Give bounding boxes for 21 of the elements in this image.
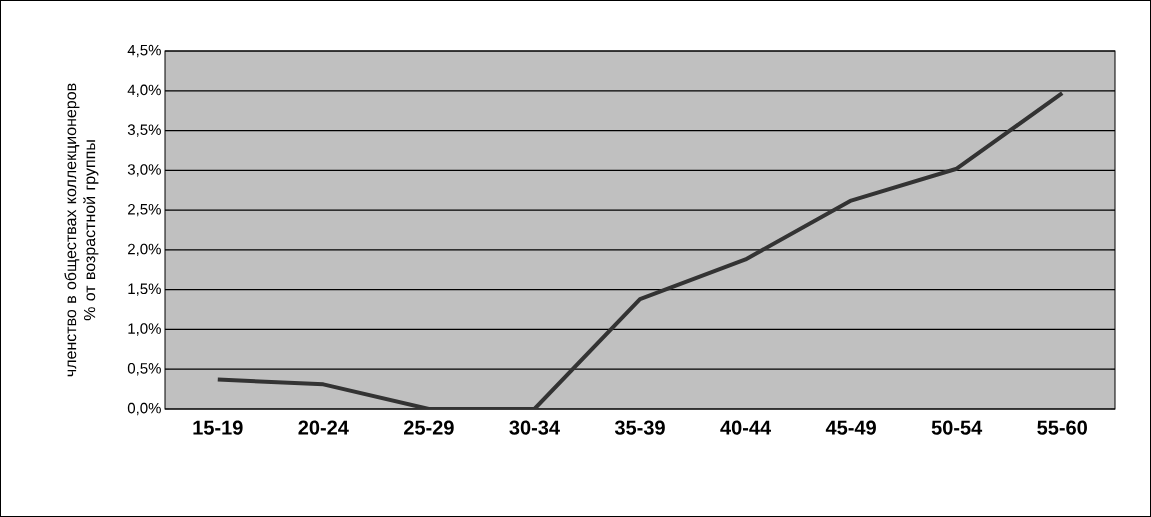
x-tick-label: 35-39 bbox=[614, 420, 665, 435]
y-axis-title: членство в обществах коллекционеров % от возрастной группы bbox=[64, 83, 99, 377]
x-tick-label: 20-24 bbox=[298, 420, 349, 435]
x-tick-label: 55-60 bbox=[1037, 420, 1087, 435]
x-tick-label: 30-34 bbox=[509, 420, 560, 435]
y-tick-label: 3,0% bbox=[127, 164, 161, 177]
y-tick-label: 1,5% bbox=[128, 283, 161, 296]
line-series bbox=[215, 91, 1065, 409]
y-tick-label: 4,5% bbox=[127, 44, 161, 58]
x-tick-label: 25-29 bbox=[404, 420, 454, 435]
x-tick-label: 50-54 bbox=[931, 420, 983, 435]
x-tick-label: 45-49 bbox=[825, 420, 876, 435]
y-tick-label: 4,0% bbox=[127, 84, 161, 97]
y-tick-label: 1,0% bbox=[128, 323, 161, 336]
x-tick-label: 15-19 bbox=[193, 420, 243, 435]
y-tick-label: 2,5% bbox=[128, 203, 161, 217]
y-tick-label: 0,0% bbox=[127, 402, 161, 416]
x-tick-label: 40-44 bbox=[720, 420, 772, 435]
y-tick-label: 3,5% bbox=[127, 124, 161, 137]
y-tick-label: 2,0% bbox=[128, 243, 161, 257]
y-tick-label: 0,5% bbox=[127, 363, 161, 376]
